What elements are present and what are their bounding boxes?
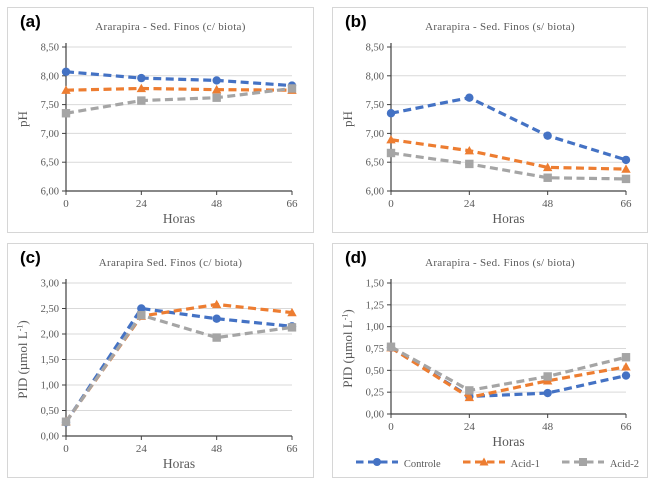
chart-title-b: Ararapira - Sed. Finos (s/ biota) — [425, 21, 575, 33]
legend-item-acid-2: Acid-2 — [561, 455, 639, 473]
svg-text:8,00: 8,00 — [366, 71, 384, 82]
acid-2-dashed-line-square-icon — [561, 455, 604, 473]
svg-text:7,00: 7,00 — [41, 129, 59, 140]
svg-text:0,25: 0,25 — [366, 388, 384, 399]
svg-text:2,50: 2,50 — [41, 304, 59, 315]
panel-label-b: (b) — [345, 12, 367, 31]
legend-swatch-svg — [355, 458, 398, 466]
svg-text:66: 66 — [621, 198, 633, 210]
svg-text:pH: pH — [340, 111, 355, 127]
svg-text:3,00: 3,00 — [41, 279, 59, 290]
chart-canvas-d: 0,00 0,25 0,50 0,75 1,00 1,25 1,50 0 24 48 66 Horas… — [339, 274, 641, 453]
chart-canvas-a: 6,00 6,50 7,00 7,50 8,00 8,50 0 24 48 66 Horas pH — [14, 38, 307, 230]
svg-text:0: 0 — [63, 443, 69, 455]
chart-title-d: Ararapira - Sed. Finos (s/ biota) — [425, 257, 575, 269]
chart-canvas-b: 6,00 6,50 7,00 7,50 8,00 8,50 0 24 48 66 Horas pH — [339, 38, 641, 230]
svg-text:pH: pH — [15, 111, 30, 127]
panel-label-a: (a) — [20, 12, 41, 31]
svg-text:Horas: Horas — [163, 211, 195, 226]
svg-text:PID (µmol L-1): PID (µmol L-1) — [15, 320, 30, 398]
controle-dashed-line-circle-icon — [355, 455, 398, 473]
svg-text:48: 48 — [211, 198, 223, 210]
svg-text:PID (µmol L-1): PID (µmol L-1) — [340, 309, 355, 387]
svg-text:6,00: 6,00 — [41, 187, 59, 198]
svg-text:0,00: 0,00 — [41, 432, 59, 443]
chart-title-a: Ararapira - Sed. Finos (c/ biota) — [95, 21, 246, 33]
svg-text:8,00: 8,00 — [41, 71, 59, 82]
svg-text:7,50: 7,50 — [366, 100, 384, 111]
svg-text:0,50: 0,50 — [366, 366, 384, 377]
chart-title-c: Ararapira Sed. Finos (c/ biota) — [98, 257, 243, 269]
legend-item-acid-1: Acid-1 — [462, 455, 540, 473]
panel-label-d: (d) — [345, 248, 367, 267]
chart-canvas-c: 0,00 0,50 1,00 1,50 2,00 2,50 3,00 0 24 48 66 Horas… — [14, 274, 307, 475]
legend-swatch-svg — [462, 457, 505, 466]
svg-text:1,50: 1,50 — [41, 355, 59, 366]
svg-text:1,00: 1,00 — [366, 322, 384, 333]
chart-svg: 0,00 0,25 0,50 0,75 1,00 1,25 1,50 0 24 48 66 Horas… — [340, 279, 633, 450]
svg-text:24: 24 — [136, 198, 148, 210]
svg-text:0,00: 0,00 — [366, 410, 384, 421]
svg-text:8,50: 8,50 — [366, 43, 384, 54]
panel-c: (c) Ararapira Sed. Finos (c/ biota) 0,00… — [7, 243, 314, 478]
svg-text:66: 66 — [621, 421, 633, 433]
svg-text:0: 0 — [388, 198, 394, 210]
svg-text:24: 24 — [136, 443, 148, 455]
svg-text:Horas: Horas — [492, 434, 524, 449]
svg-text:66: 66 — [287, 443, 299, 455]
legend: Controle Acid-1 Acid-2 — [355, 455, 639, 473]
panel-label-c: (c) — [20, 248, 41, 267]
svg-text:0,75: 0,75 — [366, 344, 384, 355]
svg-text:7,00: 7,00 — [366, 129, 384, 140]
svg-text:6,50: 6,50 — [366, 158, 384, 169]
chart-svg: 0,00 0,50 1,00 1,50 2,00 2,50 3,00 0 24 48 66 Horas… — [15, 279, 299, 472]
svg-text:2,00: 2,00 — [41, 330, 59, 341]
svg-text:1,00: 1,00 — [41, 381, 59, 392]
legend-swatch-svg — [561, 458, 604, 466]
svg-text:48: 48 — [542, 198, 554, 210]
svg-text:1,50: 1,50 — [366, 279, 384, 290]
svg-text:Horas: Horas — [492, 211, 524, 226]
chart-svg: 6,00 6,50 7,00 7,50 8,00 8,50 0 24 48 66 Horas pH — [15, 43, 299, 227]
svg-text:48: 48 — [542, 421, 554, 433]
legend-label-acid-1: Acid-1 — [510, 458, 540, 470]
svg-text:24: 24 — [464, 198, 476, 210]
svg-text:6,50: 6,50 — [41, 158, 59, 169]
acid-1-dashed-line-triangle-icon — [462, 455, 505, 473]
svg-text:6,00: 6,00 — [366, 187, 384, 198]
panel-b: (b) Ararapira - Sed. Finos (s/ biota) 6,… — [332, 7, 648, 233]
panel-a: (a) Ararapira - Sed. Finos (c/ biota) 6,… — [7, 7, 314, 233]
legend-item-controle: Controle — [355, 455, 441, 473]
svg-text:1,25: 1,25 — [366, 300, 384, 311]
legend-label-acid-2: Acid-2 — [609, 458, 639, 470]
svg-text:0: 0 — [63, 198, 69, 210]
panel-d: (d) Ararapira - Sed. Finos (s/ biota) 0,… — [332, 243, 648, 478]
chart-svg: 6,00 6,50 7,00 7,50 8,00 8,50 0 24 48 66 Horas pH — [340, 43, 633, 227]
svg-text:66: 66 — [287, 198, 299, 210]
svg-text:24: 24 — [464, 421, 476, 433]
svg-text:7,50: 7,50 — [41, 100, 59, 111]
svg-text:48: 48 — [211, 443, 223, 455]
legend-label-controle: Controle — [403, 458, 441, 470]
svg-text:0,50: 0,50 — [41, 406, 59, 417]
svg-text:0: 0 — [388, 421, 394, 433]
svg-text:Horas: Horas — [163, 456, 195, 471]
svg-text:8,50: 8,50 — [41, 43, 59, 54]
